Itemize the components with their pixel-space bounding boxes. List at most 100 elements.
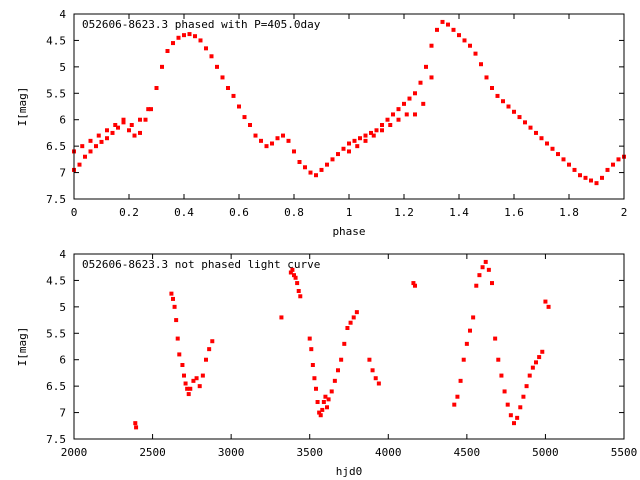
data-point xyxy=(578,173,582,178)
data-point xyxy=(600,175,604,180)
data-point xyxy=(352,138,357,143)
data-point xyxy=(440,19,445,24)
data-point xyxy=(182,33,186,38)
data-point xyxy=(373,376,378,381)
data-point xyxy=(413,283,417,288)
data-point xyxy=(363,138,368,143)
data-point xyxy=(191,378,196,383)
x-tick-label: 2500 xyxy=(139,446,166,459)
data-point xyxy=(530,365,535,370)
data-point xyxy=(611,162,615,167)
data-point xyxy=(171,41,175,46)
data-point xyxy=(458,378,463,383)
data-point xyxy=(172,304,177,309)
data-point xyxy=(528,125,533,130)
x-tick-label: 4500 xyxy=(454,446,481,459)
data-point xyxy=(521,394,526,399)
data-point xyxy=(303,165,307,170)
x-tick-label: 0.2 xyxy=(119,206,139,219)
data-point xyxy=(319,167,324,172)
y-tick-label: 7 xyxy=(59,167,66,180)
data-point xyxy=(347,141,351,146)
data-point xyxy=(561,157,566,162)
data-point xyxy=(464,341,469,346)
top-chart-phased: 052606-8623.3 phased with P=405.0day pha… xyxy=(16,8,627,238)
data-point xyxy=(188,386,193,391)
data-point xyxy=(186,392,191,397)
data-point xyxy=(182,373,186,378)
data-point xyxy=(129,123,134,127)
data-point xyxy=(505,402,510,407)
data-point xyxy=(149,107,153,112)
data-point xyxy=(231,93,236,98)
data-point xyxy=(146,107,151,112)
bottom-chart-ylabel: I[mag] xyxy=(16,327,29,367)
data-point xyxy=(174,318,179,323)
top-chart-frame xyxy=(73,13,625,200)
data-point xyxy=(524,384,529,389)
data-point xyxy=(376,381,381,386)
data-point xyxy=(134,425,139,430)
bottom-chart-light-curve: 052606-8623.3 not phased light curve hjd… xyxy=(16,248,637,478)
top-chart-points xyxy=(72,19,626,186)
data-point xyxy=(589,178,593,183)
data-point xyxy=(96,133,101,138)
data-point xyxy=(325,405,329,410)
data-point xyxy=(194,376,199,381)
data-point xyxy=(297,160,302,164)
data-point xyxy=(363,133,368,138)
data-point xyxy=(295,281,300,286)
data-point xyxy=(320,407,325,412)
data-point xyxy=(207,347,212,352)
data-point xyxy=(371,133,376,138)
data-point xyxy=(310,363,315,367)
data-point xyxy=(358,136,362,141)
data-point xyxy=(279,315,284,320)
y-tick-label: 7.5 xyxy=(46,433,66,446)
x-tick-label: 1.4 xyxy=(449,206,469,219)
data-point xyxy=(242,115,247,120)
data-point xyxy=(105,136,109,141)
top-chart-title: 052606-8623.3 phased with P=405.0day xyxy=(82,18,321,31)
data-point xyxy=(314,386,318,391)
x-tick-label: 1.6 xyxy=(504,206,524,219)
data-point xyxy=(545,141,549,146)
data-point xyxy=(404,112,409,117)
data-point xyxy=(132,133,137,138)
data-point xyxy=(210,339,215,344)
data-point xyxy=(329,389,334,394)
data-point xyxy=(312,376,317,381)
data-point xyxy=(435,27,439,32)
data-point xyxy=(307,336,312,341)
data-point xyxy=(501,99,505,104)
data-point xyxy=(154,86,159,90)
data-point xyxy=(424,64,428,69)
data-point xyxy=(116,125,120,130)
data-point xyxy=(479,62,483,67)
data-point xyxy=(275,136,280,141)
y-tick-label: 6 xyxy=(59,114,66,127)
data-point xyxy=(523,120,527,125)
data-point xyxy=(290,267,295,272)
data-point xyxy=(484,75,489,80)
data-point xyxy=(429,75,434,80)
y-tick-label: 5.5 xyxy=(46,327,66,340)
x-tick-label: 1.8 xyxy=(559,206,579,219)
bottom-chart-points xyxy=(133,259,551,430)
y-tick-label: 6.5 xyxy=(46,380,66,393)
x-tick-label: 2000 xyxy=(61,446,88,459)
data-point xyxy=(452,402,457,407)
data-point xyxy=(183,381,188,386)
data-point xyxy=(143,117,148,122)
y-tick-label: 4 xyxy=(59,8,66,21)
data-point xyxy=(477,273,482,278)
data-point xyxy=(175,336,180,341)
data-point xyxy=(572,167,577,172)
data-point xyxy=(418,80,423,85)
data-point xyxy=(193,34,197,39)
data-point xyxy=(380,123,384,127)
y-tick-label: 7 xyxy=(59,407,66,420)
y-tick-label: 5 xyxy=(59,61,66,74)
data-point xyxy=(325,162,329,167)
data-point xyxy=(527,373,532,378)
